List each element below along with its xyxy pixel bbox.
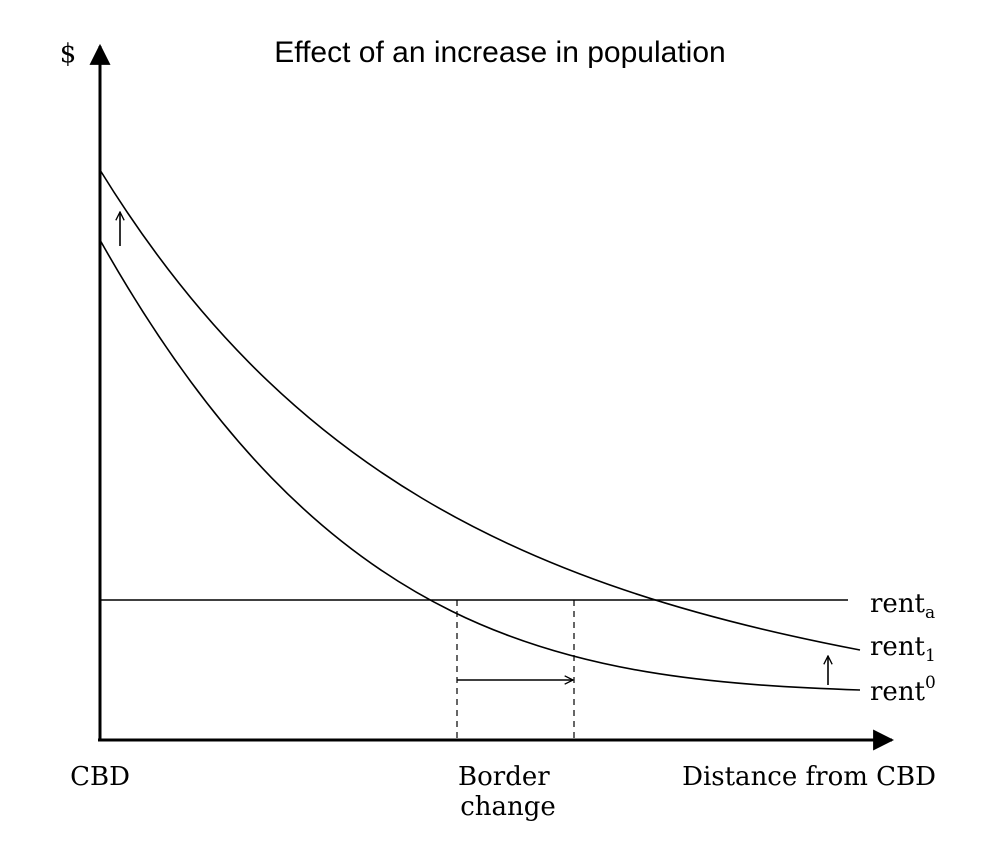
rent-1-curve (99, 169, 861, 651)
rent-0-curve (99, 239, 861, 691)
x-axis-label: Distance from CBD (682, 762, 936, 792)
rent-a-label: renta (870, 589, 935, 623)
rent-1-label: rent1 (870, 632, 936, 666)
y-axis-label: $ (60, 39, 77, 69)
border-change-label: Border change (458, 762, 558, 822)
rent-0-label: rent0 (870, 673, 936, 707)
origin-label: CBD (70, 762, 130, 792)
diagram-title: Effect of an increase in population (274, 36, 725, 69)
